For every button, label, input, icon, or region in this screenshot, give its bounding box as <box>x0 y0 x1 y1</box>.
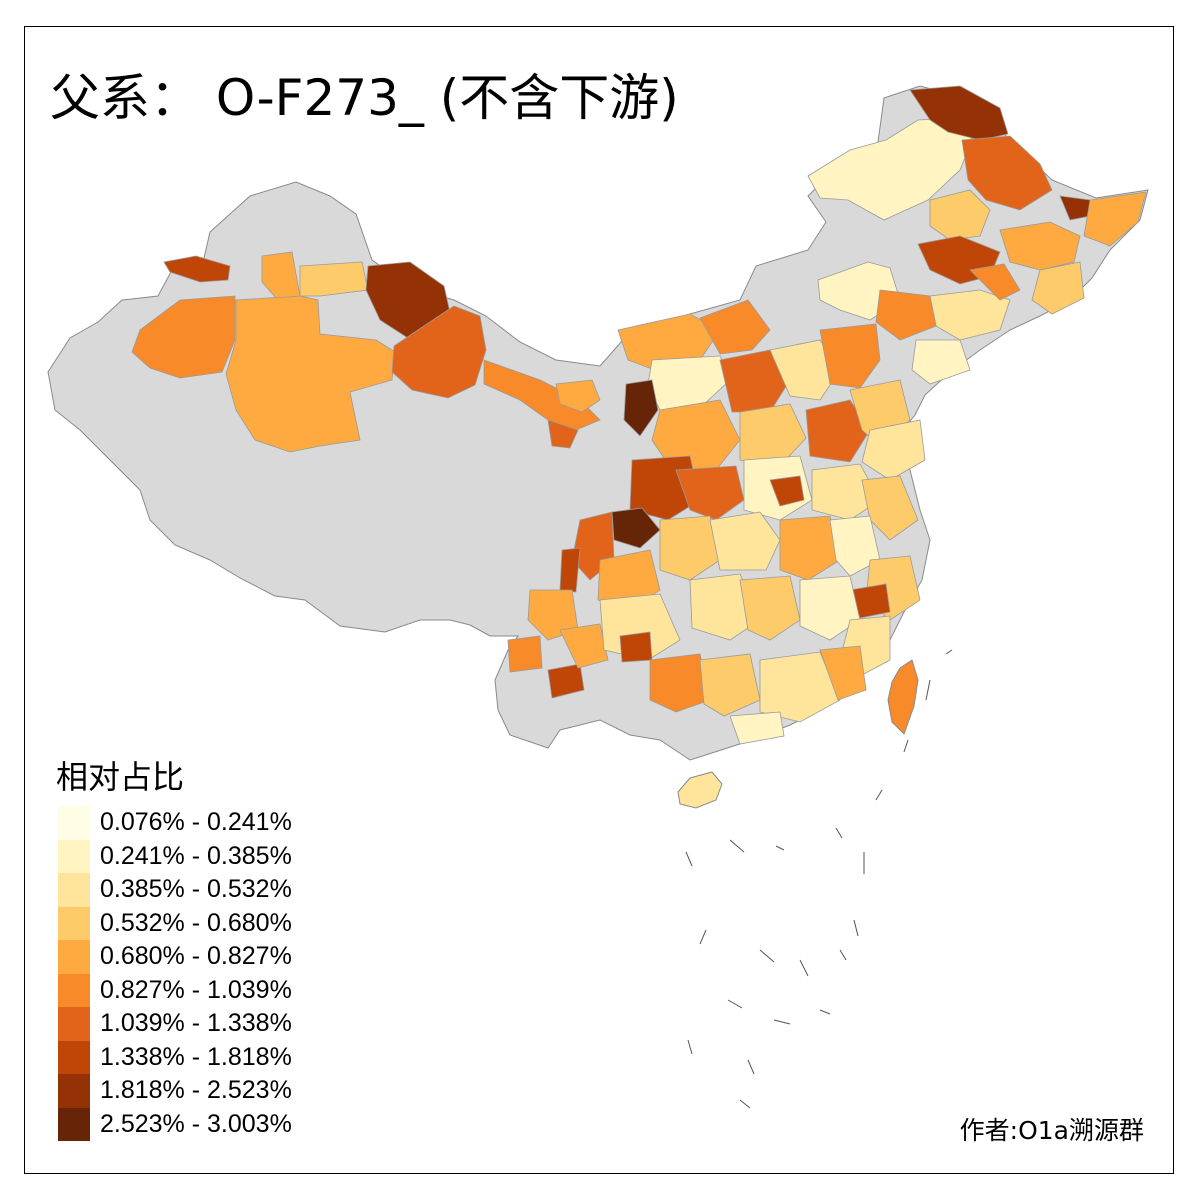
legend-item: 0.241% - 0.385% <box>58 839 292 873</box>
legend-swatch <box>58 806 90 840</box>
legend-swatch <box>58 1107 90 1141</box>
region-ln-2 <box>969 263 1021 301</box>
legend-swatch <box>58 1040 90 1074</box>
region-hlj-west <box>929 189 991 241</box>
legend-item: 0.076% - 0.241% <box>58 806 292 840</box>
legend-item: 0.532% - 0.680% <box>58 906 292 940</box>
region-xj-ili <box>163 255 231 283</box>
legend-item: 1.338% - 1.818% <box>58 1040 292 1074</box>
region-hlj-mid <box>961 135 1053 211</box>
region-ln-3 <box>911 339 971 385</box>
region-henan-2 <box>769 475 805 507</box>
region-hb-ne <box>875 289 937 341</box>
region-xj-north <box>299 261 369 297</box>
south-sea-islands <box>685 649 953 1109</box>
region-yn-3 <box>547 663 585 699</box>
region-jiangsu-1 <box>811 463 881 521</box>
region-core-3 <box>769 339 841 401</box>
legend-label: 0.076% - 0.241% <box>100 808 292 837</box>
region-jl-2 <box>999 221 1081 271</box>
region-gz-1 <box>599 593 681 661</box>
region-xj-west <box>131 295 236 379</box>
region-anhui-1 <box>829 515 881 577</box>
legend-label: 1.818% - 2.523% <box>100 1076 292 1105</box>
region-shaanxi-2 <box>675 465 745 521</box>
legend-item: 0.827% - 1.039% <box>58 973 292 1007</box>
legend-label: 2.523% - 3.003% <box>100 1109 292 1138</box>
legend-label: 0.385% - 0.532% <box>100 875 292 904</box>
legend-swatch <box>58 906 90 940</box>
colored-regions <box>131 85 1147 745</box>
legend-swatch <box>58 973 90 1007</box>
region-hlj-ne <box>1083 191 1147 247</box>
legend-item: 2.523% - 3.003% <box>58 1107 292 1141</box>
region-gd-1 <box>759 651 841 723</box>
legend-label: 0.241% - 0.385% <box>100 841 292 870</box>
region-sc-dark <box>611 507 661 549</box>
region-gx-2 <box>699 653 761 717</box>
region-xj-central <box>225 295 396 453</box>
region-xj-east <box>391 305 487 399</box>
legend-label: 0.827% - 1.039% <box>100 975 292 1004</box>
region-gd-2 <box>819 645 867 701</box>
legend-label: 1.338% - 1.818% <box>100 1042 292 1071</box>
region-yn-4 <box>559 623 609 669</box>
region-hubei-1 <box>709 511 781 571</box>
legend: 0.076% - 0.241% 0.241% - 0.385% 0.385% - 0… <box>58 806 292 1141</box>
region-sd-1 <box>861 419 926 481</box>
region-hubei-2 <box>779 515 841 581</box>
region-hunan-2 <box>739 575 801 641</box>
region-core-2 <box>719 349 791 413</box>
legend-swatch <box>58 1074 90 1108</box>
region-nm-orange <box>699 299 771 355</box>
map-title: 父系： O-F273_ (不含下游) <box>50 69 679 127</box>
region-jx-1 <box>799 575 861 641</box>
region-gz-2 <box>619 631 653 663</box>
region-core-4 <box>819 323 881 389</box>
region-gansu-3 <box>547 419 579 449</box>
legend-swatch <box>58 1007 90 1041</box>
region-sc-4 <box>559 547 581 593</box>
region-jiangsu-2 <box>861 475 919 541</box>
region-gansu-2 <box>555 379 601 413</box>
legend-item: 1.818% - 2.523% <box>58 1074 292 1108</box>
legend-swatch <box>58 839 90 873</box>
region-nx-dark <box>623 379 659 437</box>
hainan-island <box>677 771 723 809</box>
region-core-5 <box>739 403 807 467</box>
legend-label: 1.039% - 1.338% <box>100 1009 292 1038</box>
region-gx-1 <box>649 653 711 713</box>
region-jl-3 <box>1031 261 1085 315</box>
author-credit: 作者:O1a溯源群 <box>959 1116 1144 1145</box>
region-core-6 <box>805 399 871 463</box>
region-xj-north-small <box>261 251 301 299</box>
legend-swatch <box>58 873 90 907</box>
legend-label: 0.680% - 0.827% <box>100 942 292 971</box>
legend-swatch <box>58 940 90 974</box>
region-gd-3 <box>729 711 785 745</box>
legend-item: 0.680% - 0.827% <box>58 940 292 974</box>
legend-item: 0.385% - 0.532% <box>58 873 292 907</box>
legend-item: 1.039% - 1.338% <box>58 1007 292 1041</box>
region-yn-2 <box>507 635 543 673</box>
legend-title: 相对占比 <box>56 758 185 796</box>
region-sc-3 <box>659 515 721 581</box>
legend-label: 0.532% - 0.680% <box>100 908 292 937</box>
taiwan-island <box>887 659 919 735</box>
